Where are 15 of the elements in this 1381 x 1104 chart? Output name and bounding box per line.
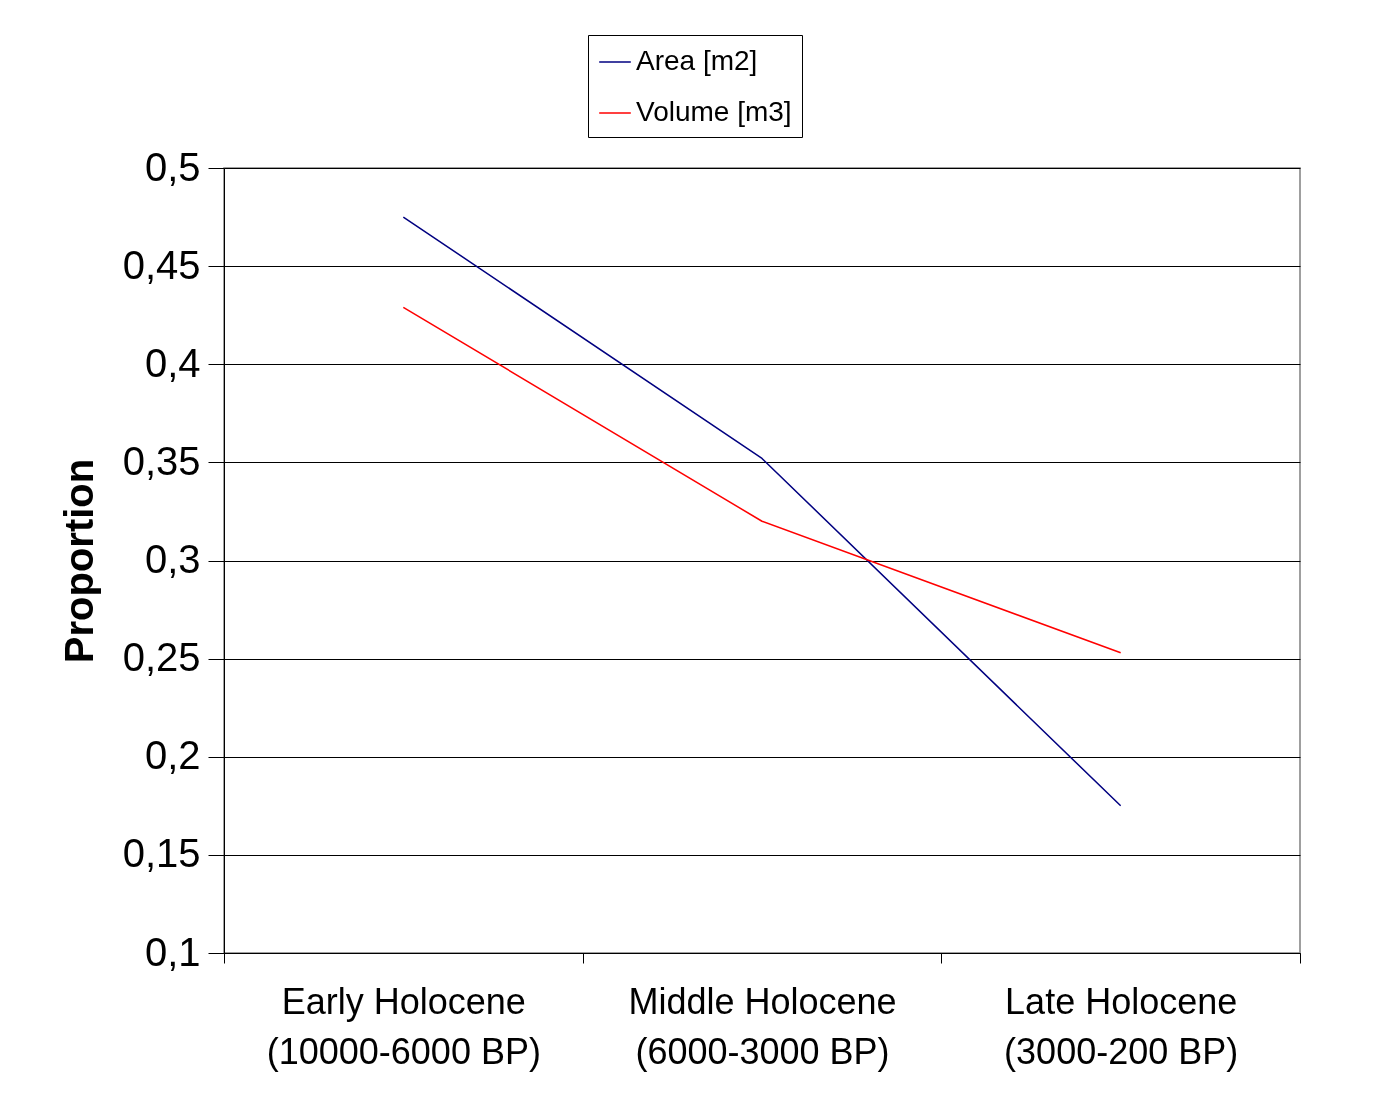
y-tick-label: 0,2 (144, 733, 201, 778)
legend-label: Volume [m3] (636, 96, 792, 127)
y-tick-label: 0,15 (122, 831, 201, 876)
x-tick-label: Middle Holocene (6000-3000 BP) (628, 980, 897, 1072)
y-tick-label: 0,4 (144, 340, 201, 385)
legend-label: Area [m2] (636, 45, 758, 76)
y-axis-title: Proportion (56, 458, 101, 664)
y-tick-label: 0,3 (144, 537, 201, 581)
y-tick-label: 0,35 (122, 438, 201, 483)
y-tick-label: 0,25 (122, 635, 201, 680)
y-tick-label: 0,1 (144, 929, 201, 974)
y-tick-label: 0,45 (122, 242, 201, 287)
y-tick-label: 0,5 (144, 144, 201, 189)
x-tick-label: Late Holocene (3000-200 BP) (1004, 980, 1239, 1072)
x-tick-label: Early Holocene (10000-6000 BP) (266, 980, 541, 1072)
